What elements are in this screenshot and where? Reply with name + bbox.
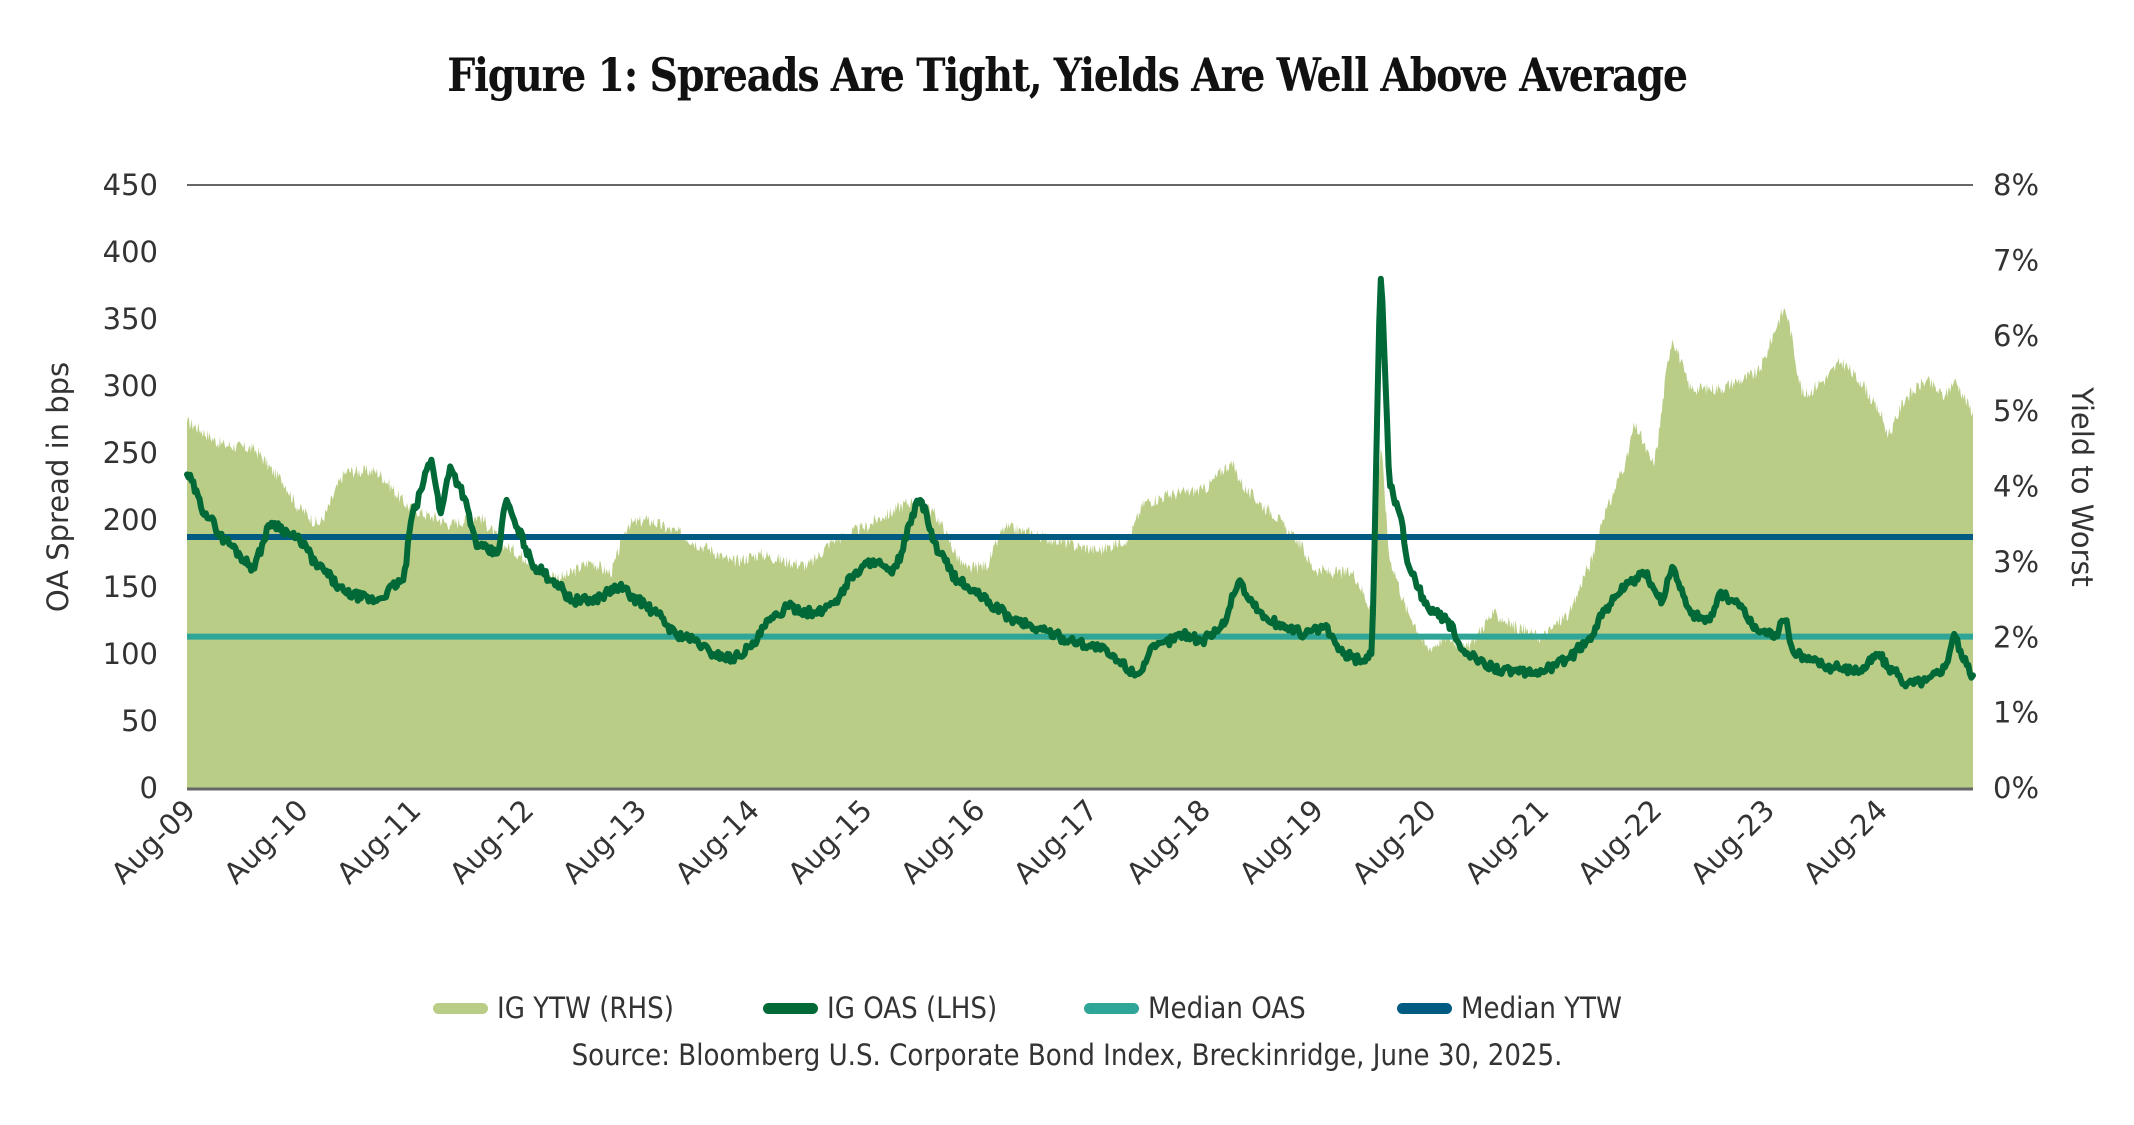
legend-item-ig-oas: IG OAS (LHS)	[763, 990, 1016, 1026]
x-tick-label: Aug-13	[556, 793, 654, 891]
x-tick-label: Aug-23	[1684, 793, 1782, 891]
oas-line-layer	[184, 275, 1976, 690]
x-tick-label: Aug-11	[330, 793, 428, 891]
legend-label-median-ytw: Median YTW	[1461, 991, 1622, 1025]
y-left-tick-label: 200	[103, 503, 158, 537]
y-left-tick-label: 50	[121, 704, 158, 738]
y-right-tick-label: 1%	[1993, 696, 2039, 730]
x-tick-label: Aug-21	[1458, 793, 1556, 891]
legend-swatch-median-oas	[1084, 1002, 1139, 1014]
x-tick-label: Aug-15	[781, 793, 879, 891]
y-left-tick-label: 0	[140, 771, 158, 805]
ytw-area-layer	[187, 308, 1973, 788]
legend-label-ig-oas: IG OAS (LHS)	[827, 991, 998, 1025]
x-tick-label: Aug-18	[1120, 793, 1218, 891]
y-right-tick-label: 6%	[1993, 319, 2039, 353]
legend-label-ig-ytw: IG YTW (RHS)	[497, 991, 674, 1025]
legend-item-median-ytw: Median YTW	[1397, 990, 1640, 1026]
x-tick-label: Aug-12	[443, 793, 541, 891]
y-left-tick-label: 450	[103, 168, 158, 202]
x-tick-label: Aug-09	[104, 793, 202, 891]
x-tick-label: Aug-22	[1571, 793, 1669, 891]
source-note: Source: Bloomberg U.S. Corporate Bond In…	[571, 1038, 1563, 1072]
y-right-tick-label: 0%	[1993, 771, 2039, 805]
legend-item-ig-ytw: IG YTW (RHS)	[433, 990, 694, 1026]
y-right-tick-label: 8%	[1993, 168, 2039, 202]
chart-title: Figure 1: Spreads Are Tight, Yields Are …	[447, 48, 1688, 102]
y-axis-left-title: OA Spread in bps	[41, 362, 75, 612]
y-right-tick-label: 5%	[1993, 394, 2039, 428]
y-right-tick-label: 2%	[1993, 620, 2039, 654]
legend-swatch-ig-ytw	[433, 1002, 488, 1014]
x-tick-label: Aug-19	[1232, 793, 1330, 891]
legend-label-median-oas: Median OAS	[1148, 991, 1306, 1025]
y-left-tick-label: 350	[103, 302, 158, 336]
legend: IG YTW (RHS) IG OAS (LHS) Median OAS Med…	[0, 990, 2134, 1026]
y-right-tick-label: 4%	[1993, 470, 2039, 504]
y-left-tick-label: 400	[103, 235, 158, 269]
legend-item-median-oas: Median OAS	[1084, 990, 1323, 1026]
x-tick-label: Aug-16	[894, 793, 992, 891]
y-axis-right-ticks: 0% 1% 2% 3% 4% 5% 6% 7% 8%	[1993, 168, 2039, 805]
legend-swatch-ig-oas	[763, 1002, 818, 1014]
x-tick-label: Aug-20	[1345, 793, 1443, 891]
y-right-tick-label: 7%	[1993, 243, 2039, 277]
y-axis-right-title: Yield to Worst	[2065, 386, 2099, 587]
chart-svg: 0 50 100 150 200 250 300 350 400 450 0% 1% 2% 3% 4% 5%…	[41, 168, 2099, 891]
y-axis-left-ticks: 0 50 100 150 200 250 300 350 400 450	[103, 168, 158, 805]
legend-swatch-median-ytw	[1397, 1002, 1452, 1014]
x-tick-label: Aug-10	[217, 793, 315, 891]
oas-line	[184, 275, 1976, 690]
x-tick-label: Aug-24	[1796, 793, 1894, 891]
x-tick-label: Aug-14	[668, 793, 766, 891]
y-left-tick-label: 300	[103, 369, 158, 403]
x-axis-ticks: Aug-09 Aug-10 Aug-11 Aug-12 Aug-13 Aug-14 Aug-…	[104, 793, 1894, 891]
ytw-area	[187, 308, 1973, 788]
y-left-tick-label: 100	[103, 637, 158, 671]
median-lines-layer	[187, 534, 1973, 640]
x-tick-label: Aug-17	[1007, 793, 1105, 891]
y-left-tick-label: 250	[103, 436, 158, 470]
y-right-tick-label: 3%	[1993, 545, 2039, 579]
y-left-tick-label: 150	[103, 570, 158, 604]
